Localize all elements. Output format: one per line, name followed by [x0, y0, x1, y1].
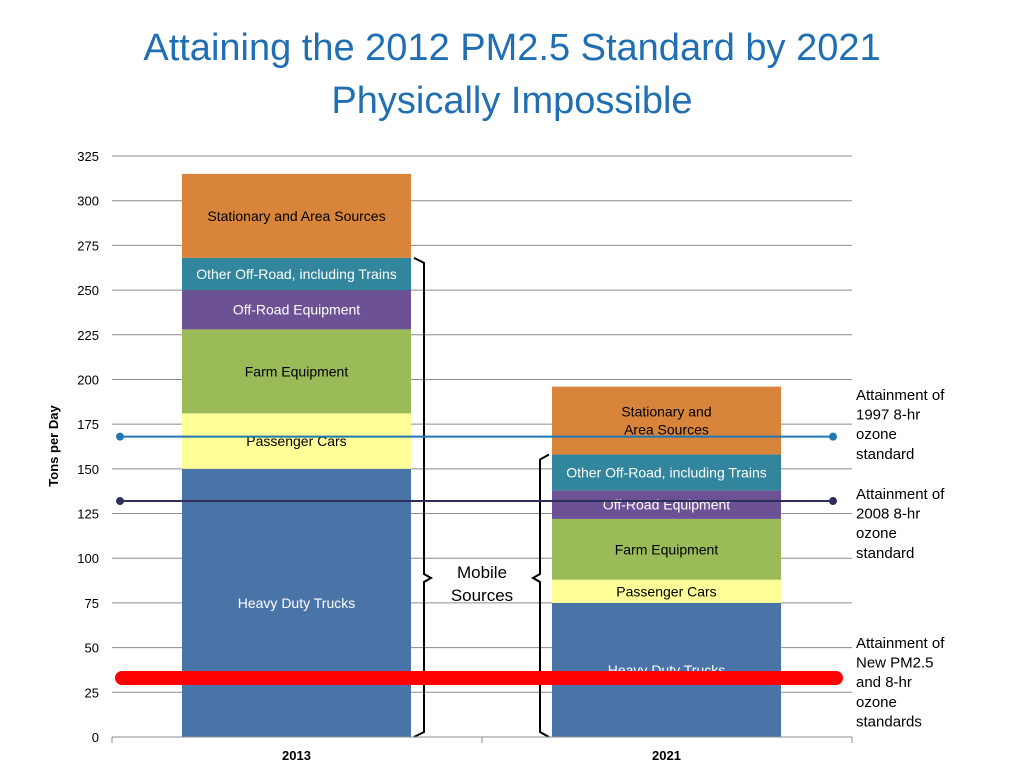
reference-label: ozone — [856, 525, 897, 542]
data-label: Off-Road Equipment — [603, 497, 730, 513]
data-label: Stationary and — [621, 404, 711, 420]
mobile-sources-label: Mobile — [457, 563, 507, 582]
right-brace — [413, 257, 434, 738]
data-label: Passenger Cars — [246, 433, 346, 449]
left-brace — [530, 453, 550, 738]
y-axis: 0 25 50 75 100 125 150 175 200 225 250 275 300 325 Ton… — [46, 149, 99, 745]
reference-lines: Attainment of 1997 8-hr ozone standard Attai… — [115, 387, 945, 730]
reference-label: New PM2.5 — [856, 655, 934, 672]
data-label: Heavy Duty Trucks — [238, 595, 355, 611]
bar-segment — [552, 518, 781, 580]
bar-segment — [552, 579, 781, 603]
reference-label: standard — [856, 446, 914, 463]
data-label: Farm Equipment — [245, 363, 349, 379]
x-axis: 2013 2021 — [111, 736, 853, 763]
mobile-sources-brackets: Mobile Sources — [413, 257, 550, 738]
bar-segment — [182, 468, 411, 737]
y-tick-label: 225 — [77, 328, 99, 343]
reference-label: ozone — [856, 694, 897, 711]
bars: Heavy Duty Trucks Passenger Cars Farm Equi… — [182, 173, 781, 737]
reference-label: ozone — [856, 426, 897, 443]
bar-segment — [552, 454, 781, 491]
data-label: Farm Equipment — [615, 541, 719, 557]
reference-label: and 8-hr — [856, 674, 912, 691]
y-axis-title: Tons per Day — [46, 405, 61, 487]
x-tick-label: 2013 — [282, 748, 311, 763]
x-tick-label: 2021 — [652, 748, 681, 763]
y-tick-label: 150 — [77, 462, 99, 477]
chart-title-line1: Attaining the 2012 PM2.5 Standard by 202… — [143, 27, 881, 69]
data-label: Other Off-Road, including Trains — [566, 464, 767, 480]
y-tick-label: 125 — [77, 507, 99, 522]
y-tick-label: 200 — [77, 372, 99, 387]
chart-title-line2: Physically Impossible — [331, 80, 693, 122]
bar-segment — [182, 257, 411, 291]
data-label: Area Sources — [624, 422, 709, 438]
chart-title: Attaining the 2012 PM2.5 Standard by 202… — [0, 22, 1024, 128]
bar-segment — [182, 173, 411, 258]
reference-marker — [116, 497, 124, 506]
y-tick-label: 25 — [85, 685, 99, 700]
reference-label: Attainment of — [856, 486, 945, 503]
mobile-sources-label: Sources — [451, 586, 513, 605]
y-tick-label: 325 — [77, 149, 99, 164]
bar-segment — [552, 602, 781, 737]
data-label: Other Off-Road, including Trains — [196, 266, 397, 282]
reference-marker — [116, 432, 124, 441]
y-tick-label: 175 — [77, 417, 99, 432]
bar-segment — [182, 413, 411, 469]
data-label: Off-Road Equipment — [233, 302, 360, 318]
y-tick-label: 50 — [85, 641, 99, 656]
data-label: Stationary and Area Sources — [207, 208, 385, 224]
bar-segment — [182, 329, 411, 414]
reference-label: standard — [856, 545, 914, 562]
y-tick-label: 0 — [92, 730, 99, 745]
reference-label: 2008 8-hr — [856, 506, 920, 523]
reference-marker — [829, 432, 837, 441]
y-tick-label: 250 — [77, 283, 99, 298]
y-tick-label: 275 — [77, 238, 99, 253]
y-tick-label: 75 — [85, 596, 99, 611]
y-tick-label: 300 — [77, 194, 99, 209]
y-tick-label: 100 — [77, 551, 99, 566]
data-label: Passenger Cars — [616, 583, 716, 599]
bar-segment — [552, 490, 781, 519]
reference-label: Attainment of — [856, 387, 945, 404]
reference-label: standards — [856, 713, 922, 730]
reference-marker — [829, 497, 837, 506]
bar-segment — [182, 290, 411, 330]
reference-label: Attainment of — [856, 635, 945, 652]
reference-label: 1997 8-hr — [856, 407, 920, 424]
bar-segment — [552, 386, 781, 455]
